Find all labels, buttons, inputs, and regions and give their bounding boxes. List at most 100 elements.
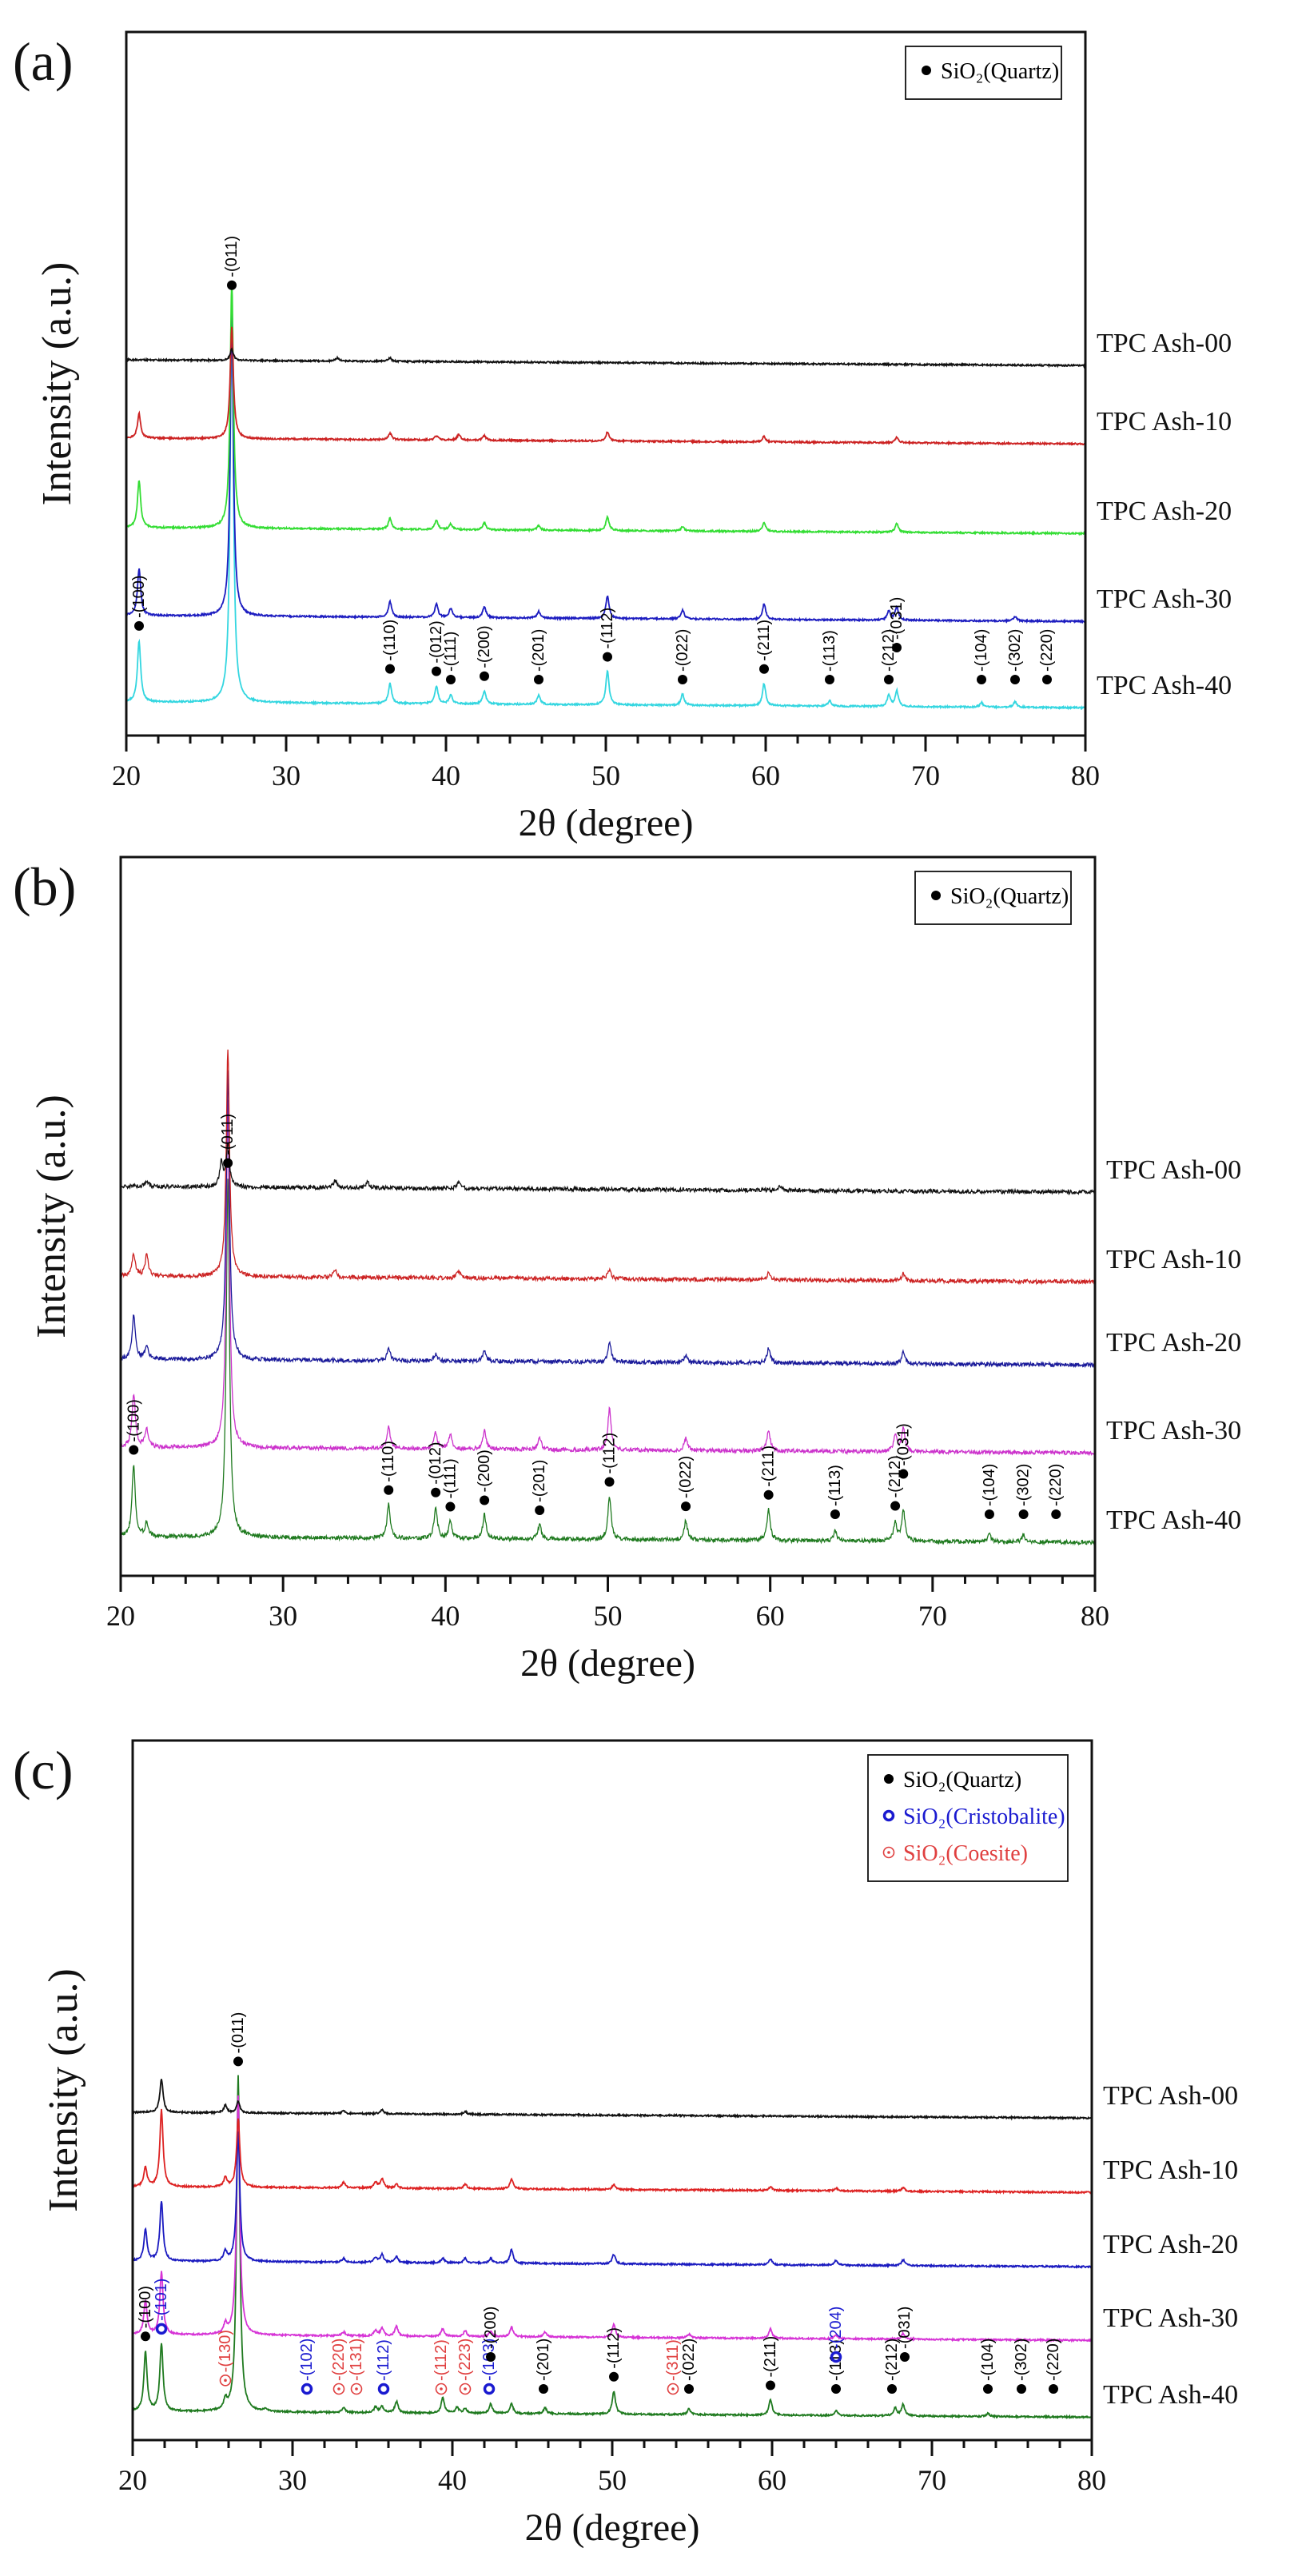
peak-annotation-quartz: -(022)	[674, 629, 691, 684]
peak-annotation-quartz: -(012)	[427, 1442, 444, 1497]
peak-annotation-quartz: -(220)	[1047, 1464, 1065, 1519]
quartz-marker-icon	[884, 675, 894, 684]
quartz-marker-icon	[898, 1469, 909, 1479]
quartz-marker-icon	[384, 1485, 394, 1495]
peak-annotation-quartz: -(302)	[1013, 2339, 1030, 2394]
peak-label: -(112)	[375, 2339, 392, 2381]
quartz-marker-icon	[684, 2384, 694, 2394]
quartz-marker-icon	[830, 1509, 840, 1519]
legend-label: SiO₂(Quartz)	[903, 1768, 1021, 1792]
legend-marker-icon	[884, 1774, 894, 1784]
peak-annotation-quartz: -(031)	[894, 1423, 912, 1479]
peak-annotation-quartz: -(011)	[219, 1114, 237, 1168]
peak-annotation-quartz: -(111)	[441, 1458, 459, 1512]
quartz-marker-icon	[831, 2384, 841, 2394]
x-tick-label: 50	[594, 1600, 623, 1632]
peak-label: -(104)	[981, 1464, 998, 1506]
peak-annotation-quartz: -(302)	[1006, 629, 1024, 684]
panel-b: (b) TPC Ash-40 TPC Ash-30 TPC Ash-20 TPC Ash…	[13, 855, 1241, 1685]
peak-annotation-quartz: -(022)	[677, 1456, 695, 1512]
peak-annotation-cristobalite: -(101)	[153, 2279, 170, 2335]
peak-label: -(011)	[229, 2012, 247, 2054]
x-tick-label: 70	[918, 2464, 946, 2496]
quartz-marker-icon	[1051, 1509, 1061, 1519]
series-line-tpc-ash-40	[120, 1178, 1096, 1546]
quartz-marker-icon	[129, 1445, 139, 1455]
series-line-tpc-ash-10	[120, 1049, 1096, 1286]
peak-label: -(112)	[601, 1433, 619, 1474]
peak-label: -(110)	[380, 1441, 397, 1482]
peak-label: -(302)	[1015, 1464, 1033, 1506]
peak-label: -(031)	[888, 597, 906, 640]
x-tick-label: 20	[118, 2464, 147, 2496]
legend-marker-icon	[922, 66, 931, 75]
series-label: TPC Ash-10	[1106, 1245, 1241, 1274]
legend: SiO₂(Quartz)	[914, 871, 1072, 925]
x-tick-label: 80	[1071, 760, 1100, 792]
quartz-marker-icon	[603, 652, 612, 662]
x-axis-title: 2θ (degree)	[520, 1642, 695, 1685]
y-axis-title: Intensity (a.u.)	[29, 1095, 74, 1338]
peak-label: -(104)	[973, 629, 990, 672]
peak-label: -(200)	[476, 625, 493, 668]
series-label: TPC Ash-40	[1106, 1505, 1241, 1535]
series-line-tpc-ash-20	[120, 1070, 1096, 1369]
quartz-marker-icon	[445, 1501, 456, 1512]
series-line-tpc-ash-20	[132, 2131, 1092, 2269]
legend-label: SiO₂(Quartz)	[941, 59, 1059, 84]
cristobalite-marker-icon	[155, 2323, 168, 2335]
peak-annotation-quartz: -(200)	[476, 1449, 493, 1505]
peak-label: -(111)	[442, 632, 460, 672]
quartz-marker-icon	[887, 2384, 897, 2394]
quartz-marker-icon	[763, 1489, 774, 1500]
quartz-marker-icon	[1042, 675, 1052, 684]
series-line-tpc-ash-30	[120, 1099, 1096, 1457]
peak-annotation-quartz: -(110)	[381, 620, 399, 674]
quartz-marker-icon	[432, 666, 441, 676]
peak-annotation-quartz: -(220)	[1038, 629, 1056, 684]
peak-label: -(302)	[1013, 2339, 1030, 2381]
series-line-tpc-ash-00	[132, 2079, 1093, 2121]
legend: SiO₂(Quartz)	[905, 46, 1062, 100]
peak-label: -(211)	[762, 2336, 779, 2378]
peak-label: -(220)	[1045, 2339, 1062, 2381]
series-label: TPC Ash-20	[1097, 496, 1232, 526]
peak-label: -(022)	[674, 629, 691, 672]
peak-annotation-quartz: -(302)	[1015, 1464, 1033, 1519]
y-axis-title: Intensity (a.u.)	[41, 1968, 86, 2212]
legend-box	[867, 1754, 1069, 1882]
quartz-marker-icon	[1017, 2384, 1026, 2394]
peak-annotation-quartz: -(111)	[442, 632, 460, 684]
peak-annotation-quartz: -(201)	[535, 2339, 552, 2394]
cristobalite-marker-icon	[830, 2351, 842, 2363]
peak-annotation-quartz: -(031)	[896, 2307, 914, 2362]
coesite-marker-icon	[435, 2383, 448, 2395]
peak-label: -(113)	[826, 1465, 844, 1506]
peak-label: -(112)	[432, 2339, 450, 2381]
series-line-tpc-ash-30	[125, 313, 1086, 624]
peak-annotation-quartz: -(112)	[601, 1433, 619, 1487]
quartz-marker-icon	[678, 675, 687, 684]
series-label: TPC Ash-40	[1103, 2380, 1238, 2410]
series-label: TPC Ash-20	[1103, 2230, 1238, 2259]
peak-label: -(220)	[1047, 1464, 1065, 1506]
x-tick-label: 40	[431, 1600, 460, 1632]
peak-annotation-quartz: -(201)	[530, 629, 547, 684]
quartz-marker-icon	[984, 1509, 994, 1519]
quartz-marker-icon	[223, 1158, 233, 1168]
quartz-marker-icon	[534, 675, 543, 684]
panel-c: (c) TPC Ash-40 TPC Ash-30 TPC Ash-20 TPC Ash…	[13, 1739, 1238, 2549]
series-label: TPC Ash-00	[1106, 1155, 1241, 1185]
coesite-marker-icon	[350, 2383, 363, 2395]
quartz-marker-icon	[1049, 2384, 1058, 2394]
peak-annotation-cristobalite: -(204)	[827, 2307, 845, 2363]
peak-label: -(201)	[530, 629, 547, 672]
x-tick-label: 60	[756, 1600, 785, 1632]
quartz-marker-icon	[759, 664, 769, 674]
peak-label: -(204)	[827, 2307, 845, 2349]
x-tick-label: 60	[758, 2464, 786, 2496]
quartz-marker-icon	[766, 2380, 775, 2391]
x-tick-label: 50	[598, 2464, 627, 2496]
peak-annotation-quartz: -(031)	[888, 597, 906, 652]
